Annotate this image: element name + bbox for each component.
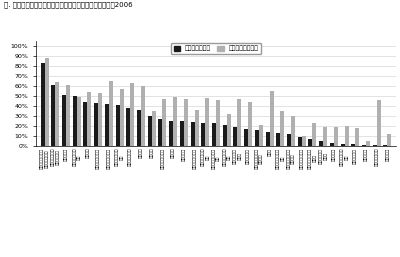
Bar xyxy=(62,95,66,146)
Bar xyxy=(162,99,166,146)
Bar xyxy=(148,116,152,146)
Bar xyxy=(234,127,238,146)
Bar xyxy=(341,144,344,146)
Bar xyxy=(280,111,284,146)
Bar xyxy=(73,96,77,146)
Bar xyxy=(130,83,134,146)
Bar xyxy=(126,108,130,146)
Bar xyxy=(227,114,231,146)
Bar xyxy=(158,120,162,146)
Bar xyxy=(248,102,252,146)
Bar xyxy=(270,91,274,146)
Bar xyxy=(152,111,156,146)
Bar xyxy=(120,89,124,146)
Bar xyxy=(291,116,295,146)
Bar xyxy=(302,136,306,146)
Bar xyxy=(201,123,205,146)
Bar xyxy=(191,122,194,146)
Bar xyxy=(308,140,312,146)
Bar xyxy=(330,143,334,146)
Bar xyxy=(351,144,355,146)
Bar xyxy=(180,121,184,146)
Bar xyxy=(55,82,59,146)
Bar xyxy=(319,141,323,146)
Bar xyxy=(44,58,48,146)
Bar xyxy=(141,86,145,146)
Bar xyxy=(334,127,338,146)
Bar xyxy=(312,123,316,146)
Bar xyxy=(238,99,241,146)
Legend: 輸出・産出比率, 雇用の輸出依存度: 輸出・産出比率, 雇用の輸出依存度 xyxy=(171,43,261,54)
Bar xyxy=(184,99,188,146)
Bar xyxy=(362,145,366,146)
Bar xyxy=(373,145,377,146)
Bar xyxy=(355,128,359,146)
Bar xyxy=(98,93,102,146)
Bar xyxy=(384,145,388,146)
Bar xyxy=(88,92,91,146)
Bar xyxy=(366,141,370,146)
Bar xyxy=(169,121,173,146)
Bar xyxy=(377,100,381,146)
Bar xyxy=(266,132,270,146)
Bar xyxy=(388,134,391,146)
Bar xyxy=(205,98,209,146)
Bar xyxy=(41,63,44,146)
Bar xyxy=(323,127,327,146)
Bar xyxy=(137,110,141,146)
Bar xyxy=(216,100,220,146)
Bar xyxy=(173,97,177,146)
Bar xyxy=(259,125,263,146)
Bar xyxy=(255,131,259,146)
Bar xyxy=(298,137,302,146)
Bar xyxy=(66,85,70,146)
Bar xyxy=(212,123,216,146)
Bar xyxy=(51,85,55,146)
Bar xyxy=(223,125,227,146)
Bar xyxy=(287,134,291,146)
Bar xyxy=(109,81,113,146)
Bar xyxy=(194,110,198,146)
Bar xyxy=(77,97,81,146)
Bar xyxy=(244,130,248,146)
Bar xyxy=(94,103,98,146)
Bar xyxy=(116,105,120,146)
Bar xyxy=(344,126,348,146)
Bar xyxy=(276,133,280,146)
Text: 図. 製造業の産業別輸出・産出比率と雇用の輸出依存度：2006: 図. 製造業の産業別輸出・産出比率と雇用の輸出依存度：2006 xyxy=(4,1,133,8)
Bar xyxy=(84,102,88,146)
Bar xyxy=(105,104,109,146)
